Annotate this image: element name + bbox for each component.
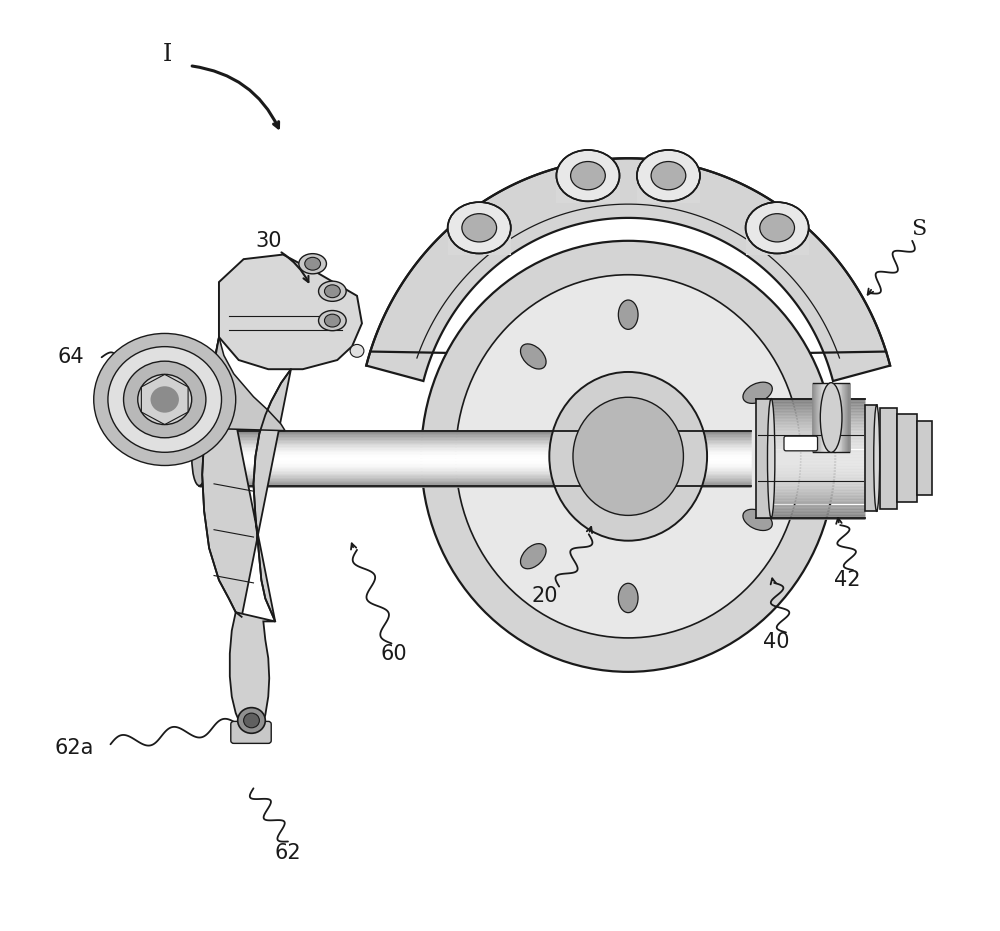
Ellipse shape	[456, 275, 801, 638]
Ellipse shape	[556, 150, 620, 201]
Polygon shape	[230, 613, 275, 734]
Ellipse shape	[319, 311, 346, 331]
Polygon shape	[880, 408, 897, 508]
Circle shape	[238, 708, 265, 734]
Text: 30: 30	[255, 231, 282, 250]
Text: I: I	[163, 43, 172, 66]
Text: 64: 64	[58, 347, 84, 368]
Polygon shape	[897, 414, 917, 502]
FancyBboxPatch shape	[784, 436, 818, 451]
Ellipse shape	[462, 214, 497, 242]
Text: 20: 20	[531, 586, 558, 606]
Text: S: S	[911, 218, 927, 240]
Circle shape	[350, 344, 364, 358]
Ellipse shape	[820, 383, 842, 452]
Polygon shape	[756, 398, 771, 518]
Ellipse shape	[874, 405, 880, 511]
Ellipse shape	[448, 202, 511, 253]
Ellipse shape	[651, 161, 686, 190]
Ellipse shape	[549, 372, 707, 541]
Circle shape	[244, 713, 259, 728]
Ellipse shape	[324, 314, 340, 327]
Ellipse shape	[319, 281, 346, 302]
Ellipse shape	[305, 257, 321, 270]
Ellipse shape	[618, 300, 638, 330]
Text: 62: 62	[275, 843, 301, 862]
Ellipse shape	[299, 253, 326, 274]
Circle shape	[124, 361, 206, 438]
Ellipse shape	[571, 161, 605, 190]
Circle shape	[94, 333, 236, 466]
Text: 42: 42	[834, 570, 860, 590]
Polygon shape	[219, 254, 362, 370]
Text: 60: 60	[380, 644, 407, 665]
Ellipse shape	[767, 398, 775, 518]
Text: 40: 40	[763, 631, 789, 652]
Ellipse shape	[324, 285, 340, 298]
Ellipse shape	[520, 344, 546, 369]
Polygon shape	[556, 176, 620, 203]
Polygon shape	[214, 337, 285, 431]
Polygon shape	[448, 228, 511, 255]
Text: 62a: 62a	[54, 738, 94, 758]
Ellipse shape	[192, 431, 207, 486]
Ellipse shape	[421, 241, 835, 672]
Polygon shape	[917, 422, 932, 495]
Polygon shape	[746, 228, 809, 255]
Circle shape	[138, 374, 192, 425]
Polygon shape	[637, 176, 700, 203]
Circle shape	[151, 386, 179, 412]
Ellipse shape	[520, 544, 546, 569]
Polygon shape	[865, 405, 877, 511]
Ellipse shape	[743, 509, 772, 531]
Circle shape	[108, 346, 222, 452]
Polygon shape	[366, 158, 890, 381]
Ellipse shape	[760, 214, 795, 242]
Ellipse shape	[743, 382, 772, 403]
Ellipse shape	[746, 202, 809, 253]
Ellipse shape	[573, 398, 683, 516]
Polygon shape	[202, 337, 291, 621]
Ellipse shape	[637, 150, 700, 201]
Ellipse shape	[618, 584, 638, 613]
FancyBboxPatch shape	[231, 722, 271, 743]
